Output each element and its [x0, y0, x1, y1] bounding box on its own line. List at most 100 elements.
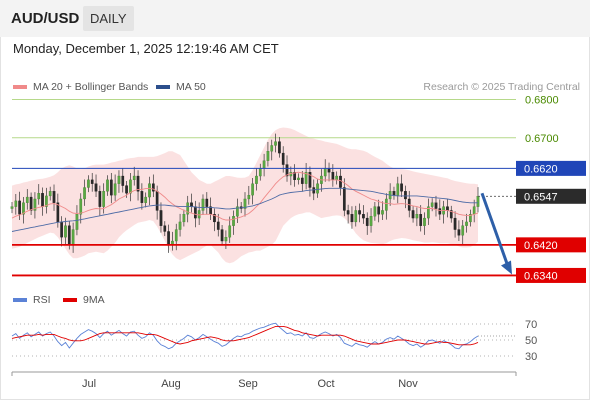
candle-body	[335, 175, 339, 181]
candle-body	[132, 175, 136, 181]
candle-body	[90, 179, 94, 184]
candle-body	[136, 175, 140, 192]
candle-body	[190, 202, 193, 207]
candle-body	[476, 196, 480, 207]
candle-body	[427, 206, 430, 219]
candle-body	[274, 141, 277, 146]
candle-body	[342, 187, 346, 211]
candle-body	[94, 183, 98, 192]
month-tick-label: Jul	[82, 378, 96, 390]
support-level-label: 0.6340	[524, 270, 558, 282]
rsi-tick-label: 30	[525, 351, 537, 363]
legend-9ma-swatch	[63, 298, 77, 302]
last-price-label: 0.6547	[524, 191, 558, 203]
candle-body	[270, 145, 274, 152]
candle-body	[419, 214, 423, 226]
candle-body	[400, 183, 403, 192]
rsi-tick-label: 50	[525, 335, 537, 347]
candle-body	[18, 200, 21, 215]
candle-body	[293, 172, 296, 181]
candle-body	[365, 217, 369, 226]
instrument-title: AUD/USD	[11, 10, 80, 27]
candle-body	[182, 214, 186, 223]
candle-body	[121, 175, 125, 186]
candle-body	[327, 168, 331, 173]
candle-body	[472, 206, 476, 215]
candle-body	[186, 202, 190, 215]
candle-body	[220, 229, 224, 242]
candle-body	[323, 168, 327, 177]
legend-9ma-label: 9MA	[83, 294, 105, 306]
support-level-label: 0.6420	[524, 240, 558, 252]
candle-body	[373, 206, 377, 217]
candle-body	[25, 196, 29, 203]
support-level-tag	[516, 237, 586, 253]
forecast-arrow-head	[501, 260, 512, 275]
candle-body	[255, 175, 258, 184]
candle-body	[75, 214, 79, 230]
resistance-level-tag	[516, 160, 586, 176]
candle-body	[262, 160, 266, 169]
timeframe-button[interactable]: DAILY	[83, 6, 134, 31]
candle-body	[174, 229, 178, 242]
candle-body	[377, 206, 381, 215]
candle-body	[178, 221, 182, 230]
datetime-label: Monday, December 1, 2025 12:19:46 AM CET	[13, 41, 279, 56]
candle-body	[247, 194, 251, 200]
candle-body	[312, 187, 316, 194]
candle-body	[37, 193, 41, 200]
candle-body	[102, 191, 106, 207]
month-tick-label: Aug	[161, 378, 181, 390]
candle-body	[434, 202, 438, 209]
candle-body	[197, 210, 201, 219]
candle-body	[396, 183, 400, 196]
candle-body	[10, 206, 14, 209]
candle-body	[316, 183, 319, 194]
forecast-arrow-shaft	[480, 192, 510, 267]
candle-body	[140, 191, 144, 203]
candle-body	[159, 210, 163, 226]
last-price-tag	[516, 188, 586, 204]
candle-body	[346, 210, 350, 215]
legend-ma50-label: MA 50	[176, 81, 206, 93]
candle-body	[22, 202, 25, 215]
legend-ma20-label: MA 20 + Bollinger Bands	[33, 81, 149, 93]
candle-body	[266, 151, 270, 161]
candle-body	[446, 206, 449, 211]
candle-body	[48, 191, 52, 197]
candle-body	[216, 221, 220, 230]
month-tick-label: Sep	[238, 378, 258, 390]
candle-body	[381, 210, 384, 215]
candle-body	[411, 210, 415, 219]
candle-body	[98, 191, 102, 207]
legend-rsi: RSI	[13, 294, 51, 306]
candle-body	[167, 231, 170, 246]
candle-body	[297, 177, 300, 181]
candle-body	[52, 191, 56, 203]
candle-body	[71, 229, 75, 246]
support-level-tag	[516, 267, 586, 283]
candle-body	[144, 196, 148, 203]
candle-body	[148, 183, 151, 198]
candle-body	[228, 225, 232, 238]
candle-body	[453, 217, 457, 230]
candle-body	[205, 198, 209, 207]
candle-body	[369, 216, 373, 226]
candle-body	[251, 183, 254, 196]
candle-body	[194, 206, 197, 219]
candle-body	[358, 210, 361, 215]
candle-body	[350, 214, 354, 223]
candle-body	[278, 141, 281, 154]
candle-body	[300, 177, 304, 184]
rsi-line	[11, 322, 479, 350]
candle-body	[106, 179, 109, 192]
candle-body	[339, 175, 342, 188]
candle-body	[83, 187, 86, 200]
rsi-tick-label: 70	[525, 319, 537, 331]
candle-body	[461, 225, 465, 236]
candle-body	[67, 225, 71, 246]
candle-body	[41, 193, 44, 207]
candle-body	[33, 198, 37, 211]
resistance-level-label: 0.6620	[524, 163, 558, 175]
